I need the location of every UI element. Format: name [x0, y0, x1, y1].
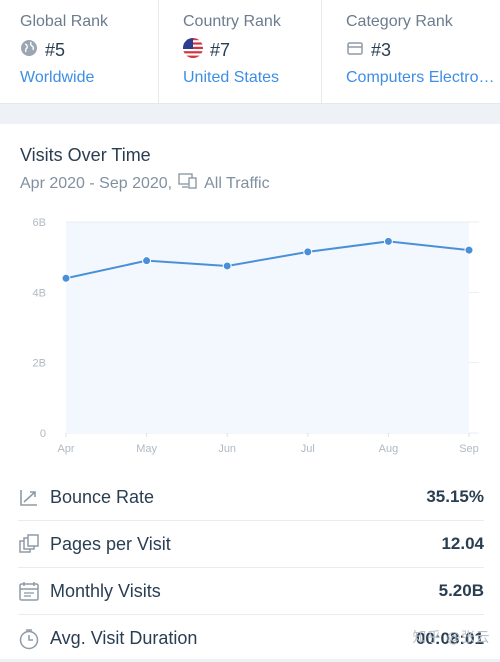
data-point	[303, 247, 313, 257]
x-tick-label: Aug	[379, 443, 399, 455]
pages-per-visit-label: Pages per Visit	[50, 533, 171, 554]
pages-per-visit-value: 12.04	[441, 534, 484, 553]
avg-visit-duration-label: Avg. Visit Duration	[50, 628, 198, 648]
country-rank-title: Country Rank	[183, 13, 281, 30]
data-point	[142, 256, 152, 266]
monthly-visits-label: Monthly Visits	[50, 580, 161, 601]
visits-title: Visits Over Time	[20, 145, 151, 165]
y-tick-label: 2B	[33, 358, 46, 370]
global-rank-link[interactable]: Worldwide	[20, 69, 95, 86]
global-rank-value-row: #5	[20, 39, 158, 61]
y-tick-label: 6B	[33, 217, 46, 229]
bounce-rate-value: 35.15%	[426, 487, 484, 506]
x-tick-label: Apr	[57, 443, 74, 455]
category-rank-number: #3	[371, 40, 392, 60]
visits-chart: 0 2B 4B 6B Apr May Jun Jul Aug Sep	[33, 217, 479, 455]
traffic-type: All Traffic	[204, 175, 270, 192]
metric-bounce-rate: Bounce Rate 35.15%	[18, 474, 484, 521]
bounce-rate-label: Bounce Rate	[50, 486, 155, 507]
category-rank-panel: Category Rank #3 Computers Electronics a…	[321, 0, 500, 104]
calendar-icon	[18, 580, 40, 602]
y-tick-label: 4B	[33, 287, 46, 299]
us-flag-icon	[183, 37, 203, 63]
visits-card: Visits Over Time Apr 2020 - Sep 2020, Al…	[0, 124, 500, 659]
globe-icon	[20, 39, 38, 62]
data-point	[464, 245, 474, 255]
country-rank-panel: Country Rank #7 United S	[158, 0, 321, 104]
country-rank-number: #7	[210, 40, 231, 60]
clock-icon	[18, 628, 40, 650]
series-area	[66, 241, 469, 433]
x-tick-label: Jul	[301, 443, 315, 455]
bounce-rate-icon	[18, 486, 40, 508]
global-rank-number: #5	[45, 40, 66, 60]
y-tick-label: 0	[40, 428, 46, 440]
category-rank-link[interactable]: Computers Electronics and Technology	[346, 69, 496, 86]
devices-icon	[178, 172, 198, 196]
category-rank-title: Category Rank	[346, 13, 453, 30]
x-tick-label: May	[136, 443, 157, 455]
data-point	[383, 236, 393, 246]
country-rank-link[interactable]: United States	[183, 69, 280, 86]
pages-icon	[18, 533, 40, 555]
x-tick-label: Jun	[218, 443, 236, 455]
metric-pages-per-visit: Pages per Visit 12.04	[18, 521, 484, 568]
data-point	[61, 273, 71, 283]
rank-summary-bar: Global Rank #5 Worldwide Country Rank	[0, 0, 500, 104]
global-rank-panel: Global Rank #5 Worldwide	[0, 0, 158, 104]
avg-visit-duration-value: 00:08:01	[415, 628, 484, 648]
metric-avg-visit-duration: Avg. Visit Duration 00:08:01	[18, 615, 484, 662]
data-point	[222, 261, 232, 271]
country-rank-value-row: #7	[183, 37, 321, 63]
monthly-visits-value: 5.20B	[438, 581, 484, 600]
category-rank-value-row: #3	[346, 39, 500, 61]
visits-subtitle: Apr 2020 - Sep 2020, All Traffic	[20, 172, 270, 196]
metric-monthly-visits: Monthly Visits 5.20B	[18, 568, 484, 615]
series-line	[65, 240, 470, 280]
x-tick-label: Sep	[459, 443, 479, 455]
category-icon	[346, 39, 364, 62]
date-range: Apr 2020 - Sep 2020,	[20, 175, 173, 192]
global-rank-title: Global Rank	[20, 13, 109, 30]
metrics-list: Bounce Rate 35.15% Pages per Visit 12.04…	[0, 474, 500, 662]
watermark: 知乎 @张云	[412, 630, 490, 646]
